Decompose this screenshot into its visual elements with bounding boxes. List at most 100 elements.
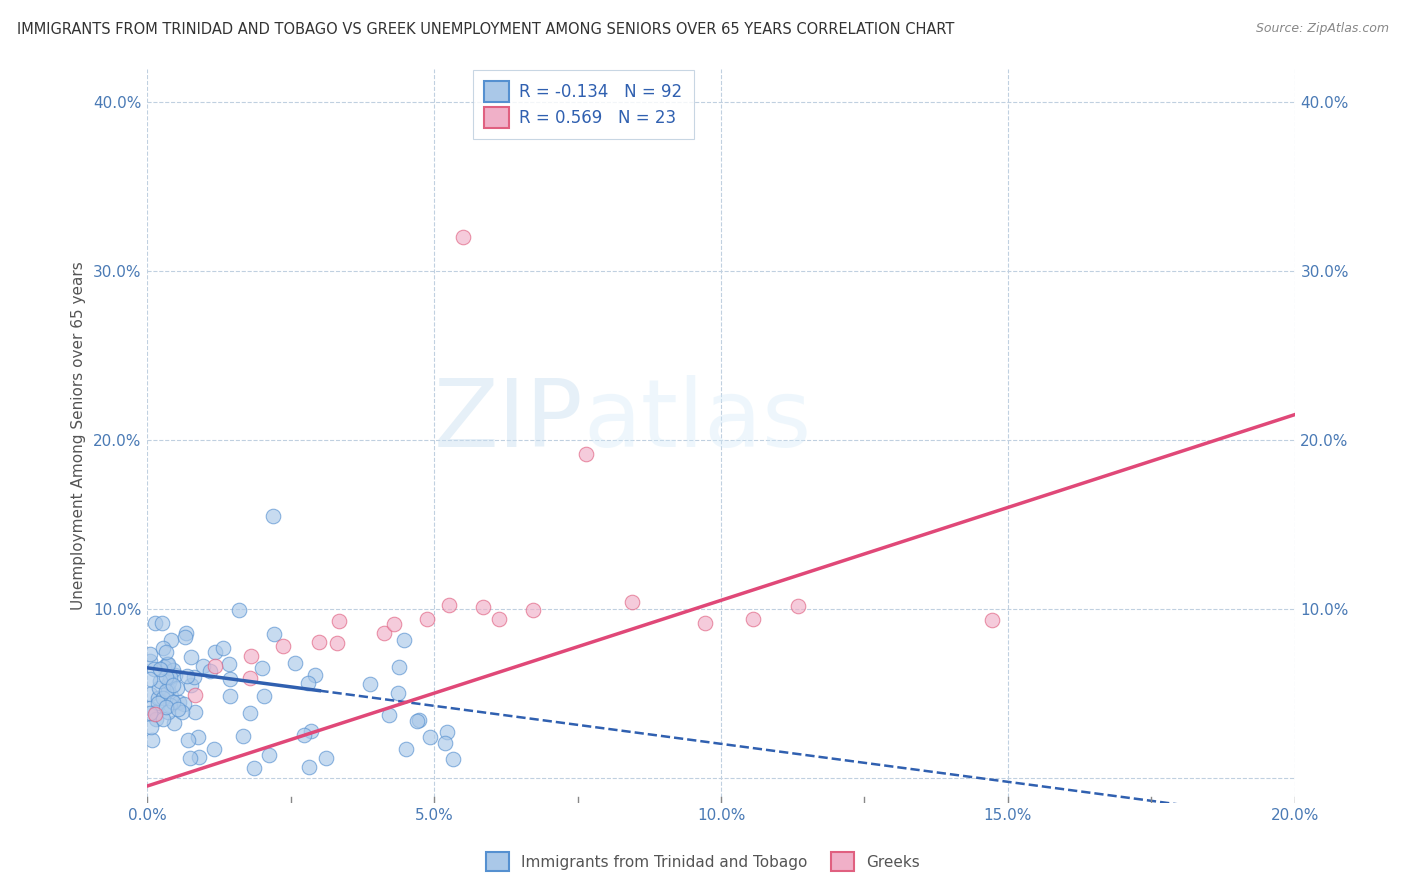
Point [308,634,330,648]
Point [180,678,202,692]
Point [212,641,235,656]
Point [139,720,162,734]
Point [176,626,198,640]
Point [219,690,242,704]
Point [315,750,337,764]
Point [188,750,211,764]
Point [488,612,510,626]
Point [228,603,250,617]
Point [620,595,643,609]
Point [156,705,179,719]
Point [394,632,416,647]
Point [373,626,395,640]
Text: ZIP: ZIP [433,375,583,467]
Point [146,691,169,706]
Point [139,654,162,668]
Point [166,681,188,695]
Point [451,230,474,244]
Point [741,612,763,626]
Point [284,656,307,670]
Point [162,664,184,678]
Text: Source: ZipAtlas.com: Source: ZipAtlas.com [1256,22,1389,36]
Point [198,664,221,678]
Point [145,712,167,726]
Point [139,701,162,715]
Point [159,670,181,684]
Point [326,635,349,649]
Point [160,689,183,703]
Point [204,658,226,673]
Point [170,706,193,720]
Point [263,627,285,641]
Point [167,702,190,716]
Point [382,617,405,632]
Point [436,724,458,739]
Point [139,647,162,661]
Point [155,683,177,698]
Point [139,687,162,701]
Point [273,639,295,653]
Point [141,733,163,747]
Point [174,630,197,644]
Point [139,706,162,720]
Text: IMMIGRANTS FROM TRINIDAD AND TOBAGO VS GREEK UNEMPLOYMENT AMONG SENIORS OVER 65 : IMMIGRANTS FROM TRINIDAD AND TOBAGO VS G… [17,22,955,37]
Point [160,633,183,648]
Point [183,670,205,684]
Legend: R = -0.134   N = 92, R = 0.569   N = 23: R = -0.134 N = 92, R = 0.569 N = 23 [472,70,695,139]
Point [152,660,174,674]
Point [157,675,180,690]
Point [155,645,177,659]
Point [419,730,441,744]
Point [150,615,173,630]
Point [177,732,200,747]
Point [297,675,319,690]
Point [239,706,262,720]
Point [149,673,172,688]
Point [184,705,207,719]
Point [149,662,172,676]
Point [173,697,195,711]
Point [243,761,266,775]
Point [152,641,174,656]
Point [162,678,184,692]
Point [179,751,201,765]
Point [155,700,177,714]
Point [157,657,180,672]
Point [441,752,464,766]
Point [240,649,263,664]
Point [294,728,316,742]
Point [218,657,240,672]
Point [163,715,186,730]
Point [187,730,209,744]
Point [416,612,439,626]
Point [143,707,166,722]
Point [163,668,186,682]
Point [202,742,225,756]
Point [156,683,179,698]
Point [152,712,174,726]
Y-axis label: Unemployment Among Seniors over 65 years: Unemployment Among Seniors over 65 years [72,261,86,610]
Point [575,447,598,461]
Point [167,695,190,709]
Point [156,657,179,671]
Point [328,614,350,628]
Point [304,668,326,682]
Point [980,613,1002,627]
Legend: Immigrants from Trinidad and Tobago, Greeks: Immigrants from Trinidad and Tobago, Gre… [481,847,925,877]
Point [143,662,166,676]
Point [148,696,170,710]
Point [359,677,381,691]
Point [232,730,254,744]
Point [377,707,399,722]
Point [695,615,717,630]
Point [176,669,198,683]
Point [143,616,166,631]
Point [471,600,494,615]
Point [299,724,322,739]
Point [239,671,262,685]
Point [408,714,430,728]
Point [148,681,170,695]
Point [204,645,226,659]
Point [298,760,321,774]
Point [193,659,215,673]
